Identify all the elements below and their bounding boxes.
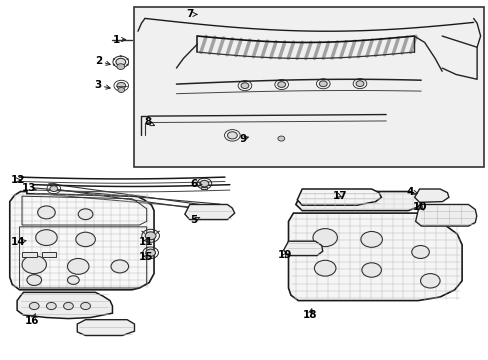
Text: 3: 3: [94, 80, 110, 90]
Polygon shape: [414, 189, 448, 202]
Text: 13: 13: [22, 183, 37, 193]
Text: 4: 4: [406, 186, 417, 197]
Circle shape: [126, 64, 128, 66]
Text: 10: 10: [412, 202, 427, 212]
Circle shape: [277, 136, 284, 141]
Circle shape: [355, 81, 363, 86]
Text: 19: 19: [277, 250, 291, 260]
Circle shape: [46, 302, 56, 310]
Text: 16: 16: [24, 314, 39, 326]
Circle shape: [200, 180, 208, 187]
Circle shape: [67, 276, 79, 284]
Circle shape: [120, 67, 122, 68]
Circle shape: [116, 58, 125, 66]
Circle shape: [145, 249, 155, 256]
Polygon shape: [184, 204, 234, 220]
Circle shape: [117, 82, 125, 89]
Text: 11: 11: [138, 237, 153, 247]
Text: 7: 7: [185, 9, 197, 19]
Polygon shape: [17, 292, 112, 319]
Circle shape: [145, 232, 156, 240]
Text: 12: 12: [11, 175, 25, 185]
Circle shape: [50, 186, 58, 192]
Circle shape: [113, 64, 115, 66]
Circle shape: [126, 58, 128, 60]
Polygon shape: [283, 241, 322, 256]
Circle shape: [420, 274, 439, 288]
Circle shape: [319, 81, 326, 87]
Circle shape: [22, 256, 46, 274]
Text: 6: 6: [190, 179, 202, 189]
Circle shape: [81, 302, 90, 310]
Circle shape: [361, 263, 381, 277]
Text: 17: 17: [332, 191, 346, 201]
Polygon shape: [415, 204, 476, 226]
Circle shape: [111, 260, 128, 273]
Circle shape: [241, 83, 248, 89]
Circle shape: [63, 302, 73, 310]
Text: 15: 15: [138, 252, 153, 262]
Circle shape: [118, 87, 124, 93]
Text: 14: 14: [11, 237, 26, 247]
Text: 8: 8: [144, 117, 154, 127]
Circle shape: [76, 232, 95, 247]
FancyBboxPatch shape: [134, 7, 483, 167]
Circle shape: [314, 260, 335, 276]
Text: 2: 2: [95, 56, 110, 66]
Polygon shape: [201, 187, 207, 189]
Circle shape: [120, 55, 122, 57]
Circle shape: [411, 246, 428, 258]
Circle shape: [227, 132, 237, 139]
Circle shape: [360, 231, 382, 247]
Circle shape: [36, 230, 57, 246]
Circle shape: [312, 229, 337, 247]
Polygon shape: [297, 189, 381, 205]
Polygon shape: [288, 213, 461, 301]
Circle shape: [67, 258, 89, 274]
Polygon shape: [77, 320, 134, 336]
Text: 9: 9: [239, 134, 248, 144]
Polygon shape: [22, 252, 37, 257]
Circle shape: [29, 302, 39, 310]
Circle shape: [78, 209, 93, 220]
Polygon shape: [41, 252, 56, 257]
Circle shape: [277, 82, 285, 87]
Text: 5: 5: [189, 215, 199, 225]
Circle shape: [113, 58, 115, 60]
Circle shape: [117, 64, 124, 69]
Polygon shape: [295, 192, 421, 211]
Text: 1: 1: [112, 35, 125, 45]
Circle shape: [27, 275, 41, 285]
Circle shape: [38, 206, 55, 219]
Text: 18: 18: [303, 309, 317, 320]
Polygon shape: [10, 192, 154, 290]
